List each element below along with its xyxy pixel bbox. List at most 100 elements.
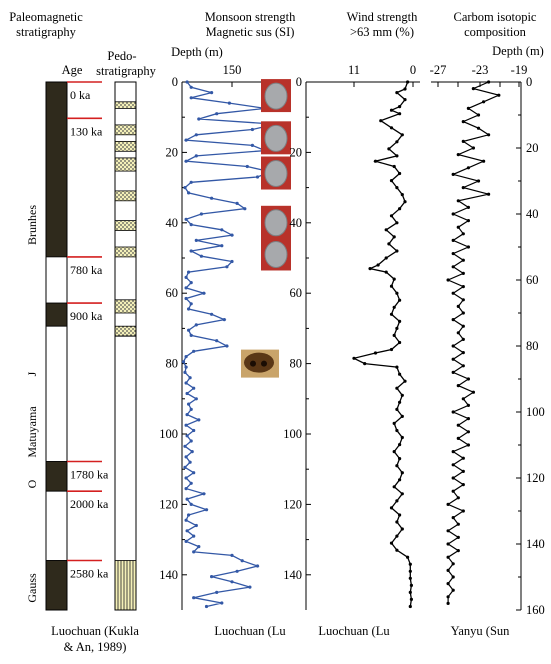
- wind-point-7: [379, 119, 383, 123]
- magsus-point-18: [255, 175, 260, 179]
- magsus-point-43: [187, 307, 191, 311]
- carbon-point-11: [456, 153, 460, 157]
- magsus-point-61: [187, 402, 191, 406]
- carbon-point-60: [451, 476, 455, 480]
- paleomag-source-line1: Luochuan (Kukla: [51, 624, 139, 638]
- magsus-point-91: [240, 559, 244, 563]
- magsus-point-95: [230, 580, 234, 584]
- event-label-j: J: [25, 371, 39, 376]
- wind-point-22: [395, 221, 399, 225]
- magsus-point-46: [194, 323, 198, 327]
- carbon-point-53: [466, 430, 470, 434]
- carbon-point-3: [482, 100, 486, 104]
- magsus-point-20: [183, 186, 187, 190]
- paleomag-source-line2: & An, 1989): [64, 640, 127, 654]
- pedo-title-line1: Pedo-: [107, 49, 136, 63]
- carbon-point-32: [451, 291, 455, 295]
- magsus-point-9: [250, 127, 254, 132]
- pedo-paleosol-unit-4: [114, 190, 137, 202]
- magsus-point-42: [189, 302, 193, 306]
- carbon-title-line2: composition: [464, 25, 527, 39]
- carbon-point-47: [471, 390, 475, 394]
- carbon-point-24: [451, 238, 455, 242]
- carbon-point-63: [456, 496, 460, 500]
- magsus-point-51: [192, 349, 196, 353]
- wind-point-53: [392, 421, 396, 425]
- magsus-point-69: [183, 444, 187, 448]
- magsus-point-4: [227, 101, 231, 105]
- wind-point-13: [373, 159, 378, 163]
- pedo-loess-background: [115, 82, 136, 337]
- magsus-point-74: [192, 471, 196, 475]
- wind-point-20: [398, 207, 402, 211]
- magsus-point-65: [184, 423, 188, 427]
- wind-point-25: [387, 242, 391, 246]
- paleomag-title-line2: stratigraphy: [16, 25, 76, 39]
- magsus-point-96: [248, 585, 252, 589]
- wind-point-21: [389, 214, 394, 218]
- carbon-point-77: [451, 588, 455, 592]
- carbon-depth-tick-label-7: 140: [526, 537, 545, 551]
- carbon-point-56: [451, 450, 455, 454]
- wind-point-62: [392, 485, 396, 489]
- paleomag-frame: [45, 81, 68, 611]
- magsus-point-33: [199, 254, 203, 258]
- wind-point-23: [384, 228, 388, 232]
- carbon-point-5: [476, 113, 481, 117]
- magsus-point-87: [184, 539, 188, 544]
- wind-point-0: [406, 80, 410, 84]
- wind-point-78: [409, 597, 413, 602]
- magsus-point-54: [184, 365, 188, 369]
- magsus-point-82: [187, 513, 191, 517]
- wind-depth-tick-label-7: 140: [283, 568, 302, 582]
- magsus-point-53: [181, 360, 186, 364]
- wind-depth-tick-label-4: 80: [290, 357, 303, 371]
- wind-point-30: [384, 270, 388, 274]
- wind-point-49: [400, 393, 404, 397]
- magsus-point-76: [189, 481, 193, 485]
- carbon-point-22: [456, 225, 460, 229]
- carbon-point-71: [456, 549, 460, 553]
- wind-point-38: [395, 326, 399, 330]
- polarity-interval-3: [45, 325, 68, 462]
- skull-eye-right: [261, 360, 267, 367]
- wind-point-60: [400, 471, 404, 475]
- wind-point-44: [363, 362, 367, 366]
- magsus-point-98: [192, 596, 196, 600]
- carbon-point-33: [461, 298, 465, 302]
- magsus-point-41: [184, 296, 188, 301]
- magsus-point-67: [185, 434, 189, 438]
- wind-point-52: [400, 414, 404, 418]
- wind-depth-tick-label-1: 20: [290, 145, 303, 159]
- wind-point-63: [400, 492, 404, 496]
- carbon-point-18: [456, 199, 460, 203]
- magsus-depth-tick-label-2: 40: [166, 216, 179, 230]
- wind-depth-tick-label-2: 40: [290, 216, 303, 230]
- wind-point-39: [392, 333, 396, 337]
- wind-point-54: [395, 428, 399, 433]
- carbon-point-19: [466, 205, 470, 209]
- magsus-depth-tick-label-7: 140: [159, 568, 178, 582]
- wind-point-27: [384, 256, 388, 260]
- polarity-interval-0: [45, 81, 68, 258]
- age-marker-label-5: 2000 ka: [70, 497, 109, 511]
- magsus-point-50: [225, 344, 229, 348]
- chron-label-brunhes: Brunhes: [25, 205, 39, 245]
- carbon-point-12: [482, 159, 486, 163]
- magsus-point-40: [202, 291, 206, 295]
- carbon-depth-tick-label-1: 20: [526, 141, 539, 155]
- carbon-point-21: [466, 219, 470, 223]
- carbon-point-30: [446, 278, 450, 282]
- stone-tool-shape: [264, 240, 288, 268]
- wind-point-67: [395, 520, 399, 524]
- wind-point-79: [408, 604, 412, 609]
- stone-tool-photo-2: [261, 156, 291, 190]
- wind-point-8: [389, 126, 394, 130]
- wind-x-tick-11: 11: [348, 63, 360, 77]
- wind-point-34: [398, 298, 402, 302]
- magsus-point-64: [197, 418, 201, 422]
- magsus-point-66: [192, 428, 196, 433]
- magsus-point-80: [189, 502, 193, 506]
- wind-point-10: [395, 140, 399, 144]
- carbon-point-28: [451, 265, 455, 269]
